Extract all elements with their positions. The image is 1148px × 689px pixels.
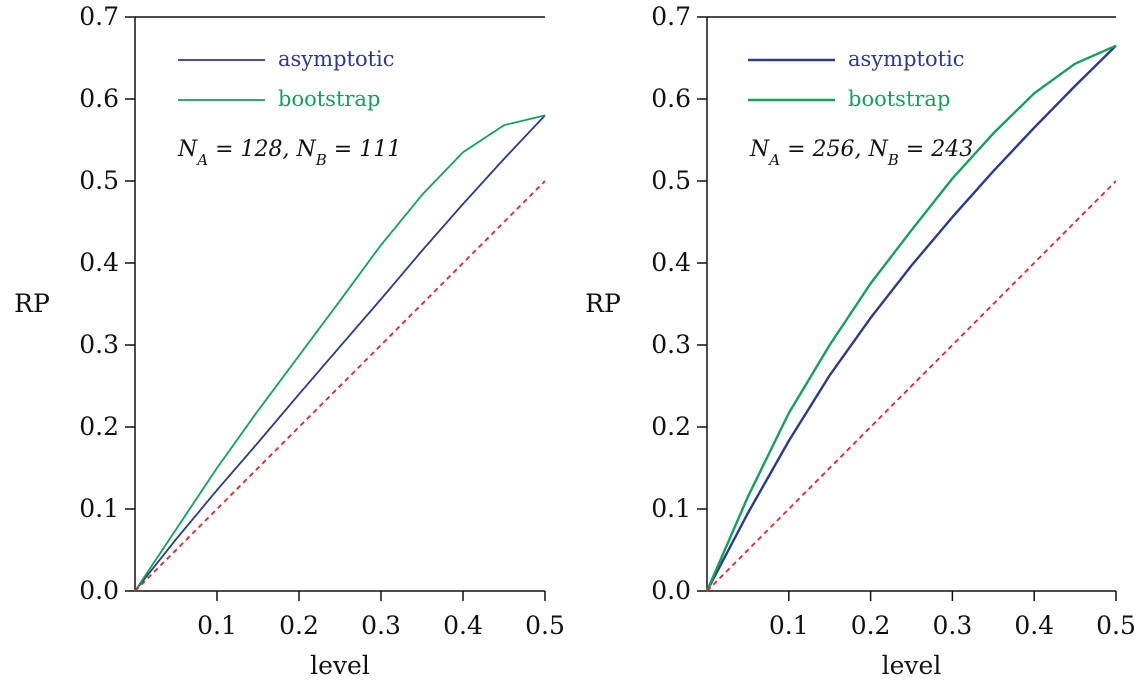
x-tick-label: 0.4 xyxy=(443,611,483,640)
y-axis-title: RP xyxy=(585,289,621,318)
y-tick-label: 0.5 xyxy=(651,166,691,195)
legend-label-bootstrap: bootstrap xyxy=(848,87,950,111)
x-tick-label: 0.5 xyxy=(1096,611,1136,640)
series-line-asymptotic xyxy=(705,44,1117,592)
y-tick-label: 0.2 xyxy=(651,412,691,441)
y-tick-label: 0.7 xyxy=(79,2,119,31)
y-tick-label: 0.1 xyxy=(651,494,691,523)
x-axis-title: level xyxy=(310,651,370,680)
y-tick-label: 0.0 xyxy=(651,576,691,605)
series-line-bootstrap xyxy=(134,114,546,592)
series-line-asymptotic xyxy=(134,114,546,592)
x-tick-label: 0.2 xyxy=(279,611,319,640)
x-tick-label: 0.5 xyxy=(525,611,565,640)
y-tick-label: 0.4 xyxy=(79,248,119,277)
legend-label-asymptotic: asymptotic xyxy=(278,47,395,71)
x-tick-label: 0.2 xyxy=(851,611,891,640)
series-line-bootstrap xyxy=(705,44,1117,592)
y-tick-label: 0.3 xyxy=(79,330,119,359)
legend-label-asymptotic: asymptotic xyxy=(848,47,965,71)
x-tick-label: 0.4 xyxy=(1014,611,1054,640)
x-tick-label: 0.1 xyxy=(769,611,809,640)
y-tick-label: 0.7 xyxy=(651,2,691,31)
x-tick-label: 0.1 xyxy=(197,611,237,640)
reference-diagonal-line xyxy=(706,180,1117,592)
chart-panel-1: 0.0 0.1 0.2 0.3 0.4 0.5 0.6 0.7 0.1 0.2 0.3 0.4 0.5 l… xyxy=(14,2,565,680)
x-axis-title: level xyxy=(882,651,942,680)
y-tick-label: 0.0 xyxy=(79,576,119,605)
reference-diagonal-line xyxy=(134,180,546,592)
legend-label-bootstrap: bootstrap xyxy=(278,87,380,111)
sample-size-annotation: NA = 256, NB = 243 xyxy=(749,137,973,169)
y-tick-label: 0.6 xyxy=(651,84,691,113)
y-tick-label: 0.2 xyxy=(79,412,119,441)
x-tick-label: 0.3 xyxy=(361,611,401,640)
y-axis-title: RP xyxy=(14,289,50,318)
y-tick-label: 0.6 xyxy=(79,84,119,113)
y-tick-label: 0.1 xyxy=(79,494,119,523)
sample-size-annotation: NA = 128, NB = 111 xyxy=(177,137,401,169)
chart-panel-2: 0.0 0.1 0.2 0.3 0.4 0.5 0.6 0.7 0.1 0.2 0.3 0.4 0.5 l… xyxy=(585,2,1136,680)
x-tick-label: 0.3 xyxy=(933,611,973,640)
y-tick-label: 0.5 xyxy=(79,166,119,195)
y-tick-label: 0.4 xyxy=(651,248,691,277)
y-tick-label: 0.3 xyxy=(651,330,691,359)
